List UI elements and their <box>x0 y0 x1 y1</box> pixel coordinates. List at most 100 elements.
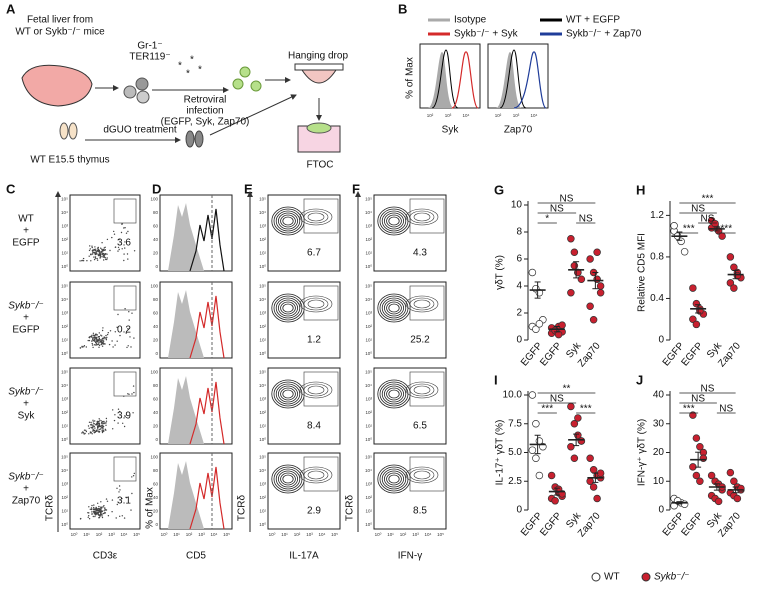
x-tick-label: 10² <box>427 113 434 118</box>
y-axis-label: TCRδ <box>345 495 356 522</box>
event-dot <box>101 516 104 519</box>
event-dot <box>95 507 97 509</box>
data-point <box>532 454 540 463</box>
event-dot <box>98 343 100 346</box>
data-point <box>699 454 708 463</box>
data-point <box>692 434 701 442</box>
y-tick-label: 10¹ <box>61 251 68 256</box>
y-tick-label: 10⁵ <box>259 370 266 375</box>
event-dot <box>90 253 92 256</box>
diagram-shapes: *** * <box>21 55 344 153</box>
event-dot <box>119 489 121 491</box>
event-dot <box>109 330 112 332</box>
event-dot <box>99 256 102 258</box>
contour <box>277 470 298 488</box>
event-dot <box>121 497 123 500</box>
event-dot <box>93 335 95 337</box>
y-tick-label: 0 <box>658 335 664 346</box>
data-point <box>528 268 537 277</box>
row-label: Sykb⁻/⁻ <box>8 387 44 398</box>
event-dot <box>104 253 107 255</box>
event-dot <box>112 428 114 430</box>
event-dot <box>99 507 101 510</box>
event-dot <box>97 422 99 424</box>
panel-letter: H <box>636 182 645 197</box>
text: WT E15.5 thymus <box>30 155 109 166</box>
contour <box>275 468 301 490</box>
event-dot <box>102 420 104 423</box>
data-point <box>692 320 701 329</box>
liver-icon <box>21 64 93 107</box>
event-dot <box>119 515 121 517</box>
event-dot <box>130 346 132 348</box>
x-tick-label: 10⁵ <box>437 532 444 537</box>
y-tick-label: 10² <box>365 410 372 415</box>
data-point <box>730 284 738 292</box>
event-dot <box>133 250 136 252</box>
event-dot <box>97 502 99 504</box>
y-tick-label: 10² <box>365 237 372 242</box>
gate-value: 25.2 <box>410 335 430 346</box>
event-dot <box>94 333 97 336</box>
data-point <box>528 446 537 454</box>
row-label: + <box>23 484 29 495</box>
event-dot <box>97 426 99 428</box>
row-label: EGFP <box>12 325 40 336</box>
y-tick-label: 20 <box>153 251 159 256</box>
y-tick-label: 10² <box>365 495 372 500</box>
event-dot <box>127 258 129 260</box>
event-dot <box>106 333 109 336</box>
event-dot <box>124 241 126 243</box>
event-dot <box>102 422 104 424</box>
event-dot <box>93 344 96 346</box>
event-dot <box>107 332 110 334</box>
event-dot <box>119 410 121 413</box>
y-tick-label: 10² <box>259 495 266 500</box>
data-point <box>547 471 556 480</box>
y-axis-label: γδT (%) <box>495 255 506 290</box>
event-dot <box>105 258 107 261</box>
y-axis-label: IL-17⁺ γδT (%) <box>495 420 506 486</box>
y-tick-label: 10³ <box>61 311 68 316</box>
event-dot <box>87 339 89 342</box>
contour <box>275 383 301 405</box>
legend-marker <box>591 572 601 582</box>
gate-value: 2.9 <box>307 506 321 517</box>
x-tick-label: 10⁰ <box>71 532 78 537</box>
event-dot <box>105 498 108 500</box>
event-dot <box>104 337 107 339</box>
y-tick-label: 100 <box>150 370 158 375</box>
gate-value: 6.7 <box>307 248 321 259</box>
event-dot <box>104 246 106 248</box>
event-dot <box>118 248 120 251</box>
y-tick-label: 60 <box>153 224 159 229</box>
event-dot <box>100 247 102 249</box>
data-point <box>586 454 594 463</box>
event-dot <box>89 245 91 247</box>
sample-histogram <box>189 208 225 272</box>
significance-label: ** <box>563 384 571 395</box>
text: infection <box>186 106 223 117</box>
plot-frame <box>69 367 141 445</box>
event-dot <box>93 256 95 258</box>
y-tick-label: 10¹ <box>61 509 68 514</box>
y-tick-label: 10¹ <box>259 338 266 343</box>
control-histogram <box>431 49 459 109</box>
data-point <box>707 471 716 480</box>
y-tick-label: 0.4 <box>650 293 664 304</box>
event-dot <box>97 248 100 251</box>
gate <box>113 285 137 311</box>
gate <box>409 371 445 407</box>
event-dot <box>91 504 93 507</box>
event-dot <box>101 429 103 432</box>
event-dot <box>83 429 86 431</box>
panel-letter: E <box>244 181 253 196</box>
contour <box>388 389 400 399</box>
data-point <box>567 235 575 243</box>
y-tick-label: 10.0 <box>503 390 523 401</box>
event-dot <box>123 259 125 262</box>
event-dot <box>94 246 96 248</box>
event-dot <box>123 227 125 229</box>
data-point <box>696 443 704 451</box>
event-dot <box>93 258 96 261</box>
